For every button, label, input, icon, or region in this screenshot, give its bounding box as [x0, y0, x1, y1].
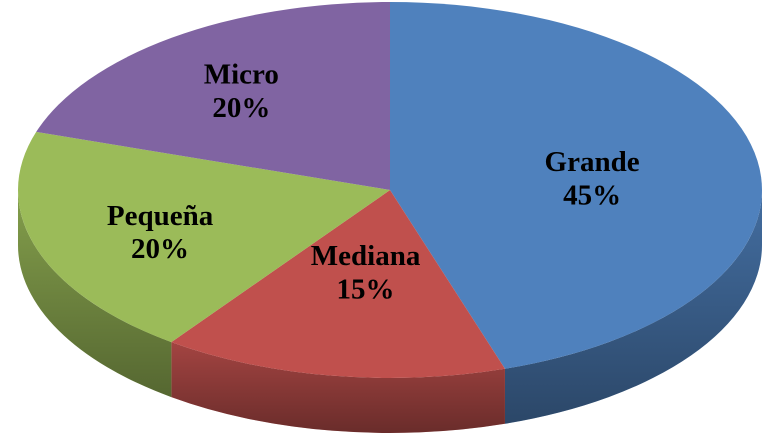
- slice-label: Mediana 15%: [311, 240, 421, 305]
- slice-label: Micro 20%: [204, 59, 279, 124]
- slice: [171, 190, 505, 378]
- slice-side-shade: [504, 190, 762, 424]
- pie-tops: [18, 2, 762, 378]
- pie-sides: [18, 190, 762, 433]
- category-label: Micro: [204, 59, 279, 91]
- slice: [390, 2, 762, 369]
- value-label: 45%: [563, 179, 621, 211]
- value-label: 20%: [212, 92, 270, 124]
- value-label: 20%: [131, 233, 189, 265]
- slice-label: Pequeña 20%: [107, 200, 214, 265]
- slice: [36, 2, 391, 190]
- value-label: 15%: [337, 273, 395, 305]
- category-label: Pequeña: [107, 200, 214, 232]
- slice: [18, 131, 391, 343]
- category-label: Grande: [545, 146, 640, 178]
- category-label: Mediana: [311, 240, 421, 272]
- slice-label: Grande 45%: [545, 146, 640, 211]
- pie-labels: Grande 45%Mediana 15%Pequeña 20%Micro 20%: [107, 59, 640, 306]
- slice-side-shade: [171, 342, 505, 433]
- slice-side-shade: [18, 190, 172, 398]
